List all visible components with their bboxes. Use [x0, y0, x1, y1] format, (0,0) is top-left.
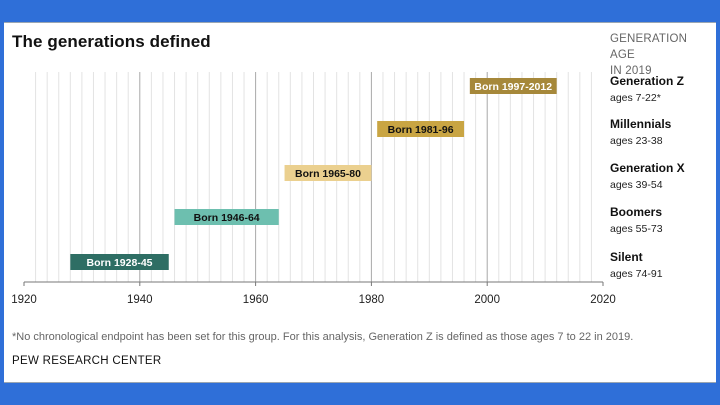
- x-tick-label: 2000: [474, 294, 500, 306]
- bar-data-label: Born 1981-96: [388, 124, 454, 136]
- chart-card: The generations defined GENERATION AGE I…: [4, 22, 716, 383]
- x-tick-label: 1920: [11, 294, 37, 306]
- bar-data-label: Born 1965-80: [295, 168, 361, 180]
- legend-heading: GENERATION AGE IN 2019: [610, 31, 714, 79]
- generation-age-label: ages 23-38: [610, 135, 663, 147]
- x-tick-label: 1980: [359, 294, 385, 306]
- x-tick-label: 1940: [127, 294, 153, 306]
- timeline-chart: 1920 1940 1960 1980 2000 2020 Born 1997-2012 Ge…: [11, 72, 685, 306]
- footnote: *No chronological endpoint has been set …: [12, 331, 634, 343]
- generation-name-label: Boomers: [610, 205, 662, 219]
- generation-age-label: ages 39-54: [610, 179, 663, 191]
- bar-silent: [70, 254, 169, 270]
- bar-boomers: [174, 209, 279, 225]
- legend-heading-line2: IN 2019: [610, 65, 652, 77]
- chart-title: The generations defined: [12, 32, 211, 51]
- legend-heading-line1: GENERATION AGE: [610, 33, 688, 61]
- bar-generation-x: [284, 165, 372, 181]
- source-credit: PEW RESEARCH CENTER: [12, 355, 162, 367]
- generation-age-label: ages 7-22*: [610, 92, 661, 104]
- generation-age-label: ages 74-91: [610, 268, 663, 280]
- bottom-divider: [4, 382, 716, 383]
- generation-name-label: Millennials: [610, 117, 672, 131]
- top-divider: [4, 22, 716, 23]
- generation-name-label: Silent: [610, 250, 643, 264]
- generation-name-label: Generation Z: [610, 74, 684, 88]
- bar-millennials: [377, 121, 465, 137]
- generation-name-label: Generation X: [610, 161, 685, 175]
- x-tick-label: 1960: [243, 294, 269, 306]
- bar-data-label: Born 1928-45: [87, 257, 153, 269]
- bar-data-label: Born 1946-64: [194, 212, 260, 224]
- x-tick-label: 2020: [590, 294, 616, 306]
- generation-age-label: ages 55-73: [610, 223, 663, 235]
- bar-generation-z: [469, 78, 557, 94]
- bar-data-label: Born 1997-2012: [474, 81, 552, 93]
